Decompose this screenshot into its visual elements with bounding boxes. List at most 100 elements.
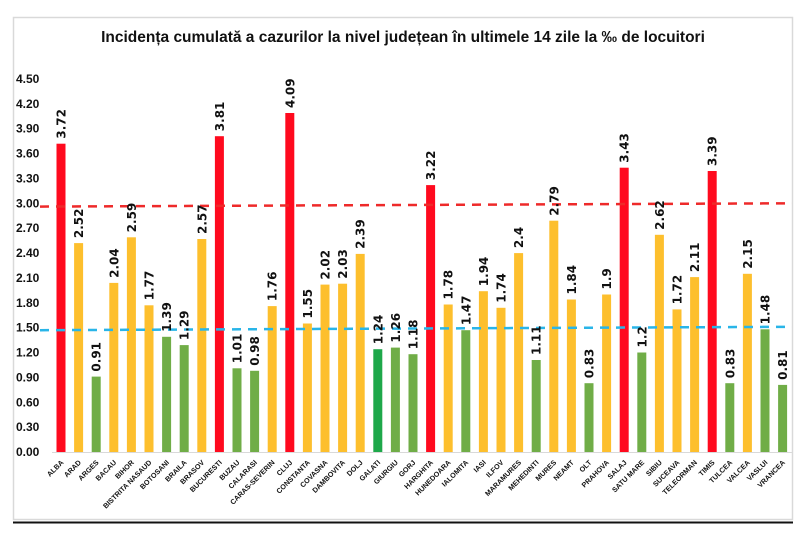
data-label: 1.94	[477, 257, 491, 287]
y-tick-label: 0.00	[16, 445, 40, 459]
data-label: 1.78	[442, 270, 456, 300]
bar-ilfov	[496, 307, 506, 452]
data-label: 0.81	[776, 350, 790, 380]
bar-arges	[91, 376, 101, 452]
y-tick-label: 3.90	[16, 122, 40, 136]
bar-bistrita-nasaud	[144, 305, 154, 452]
bar-valcea	[742, 273, 752, 452]
data-label: 0.91	[90, 342, 104, 372]
data-label: 1.26	[389, 313, 403, 343]
data-label: 1.39	[160, 302, 174, 332]
y-axis: 0.00 0.30 0.60 0.90 1.20 1.50 1.80 2.10 2.40 2.70…	[16, 72, 40, 459]
data-label: 0.83	[583, 349, 597, 379]
bar-vrancea	[778, 384, 788, 452]
data-label: 1.2	[635, 326, 649, 347]
y-tick-label: 2.40	[16, 246, 40, 260]
bar-giurgiu	[390, 347, 400, 452]
y-tick-label: 2.10	[16, 271, 40, 285]
bar-timis	[707, 171, 717, 452]
data-label: 0.83	[723, 349, 737, 379]
bar-cluj	[285, 113, 295, 452]
bar-gorj	[408, 354, 418, 452]
data-label: 3.81	[213, 102, 227, 132]
bar-dambovita	[338, 283, 348, 452]
data-label: 3.43	[618, 133, 632, 163]
data-label: 1.77	[143, 271, 157, 301]
data-label: 4.09	[283, 78, 297, 108]
y-tick-label: 0.60	[16, 395, 40, 409]
y-tick-label: 3.00	[16, 196, 40, 210]
data-label: 1.24	[371, 315, 385, 345]
data-label: 1.29	[178, 310, 192, 340]
bar-dolj	[355, 253, 365, 452]
data-label: 1.55	[301, 289, 315, 319]
data-label: 2.59	[125, 203, 139, 233]
bar-hunedoara	[443, 304, 453, 452]
y-tick-label: 0.30	[16, 420, 40, 434]
bar-vaslui	[760, 329, 770, 452]
y-tick-label: 1.50	[16, 321, 40, 335]
data-label: 2.62	[653, 200, 667, 230]
bar-salaj	[619, 167, 629, 452]
data-label: 1.9	[600, 268, 614, 289]
y-tick-label: 3.60	[16, 147, 40, 161]
bar-mures	[549, 220, 559, 452]
data-label: 2.52	[72, 209, 86, 239]
bar-bacau	[109, 282, 119, 452]
bar-suceava	[672, 309, 682, 452]
bar-neamt	[566, 299, 576, 452]
data-label: 2.02	[319, 250, 333, 280]
y-tick-label: 4.50	[16, 72, 40, 86]
data-label: 2.4	[512, 227, 526, 248]
bar-covasna	[320, 284, 330, 452]
data-label: 1.18	[407, 320, 421, 350]
data-label: 1.11	[530, 325, 544, 355]
bars	[56, 113, 788, 452]
bar-calarasi	[250, 370, 260, 452]
bar-botosani	[162, 336, 172, 452]
bar-buzau	[232, 368, 242, 452]
bar-constanta	[302, 323, 312, 452]
bar-brasov	[197, 239, 207, 452]
y-tick-label: 2.70	[16, 221, 40, 235]
bar-alba	[56, 143, 66, 452]
bar-prahova	[602, 294, 612, 452]
bar-bucuresti	[214, 136, 224, 452]
bar-satu-mare	[637, 352, 647, 452]
data-label: 1.76	[266, 272, 280, 302]
bar-bihor	[126, 237, 136, 452]
bar-arad	[74, 243, 84, 452]
data-label: 3.39	[706, 136, 720, 166]
data-label: 2.04	[107, 248, 121, 278]
y-tick-label: 4.20	[16, 97, 40, 111]
chart-title: Incidența cumulată a cazurilor la nivel …	[101, 29, 705, 46]
y-tick-label: 1.20	[16, 346, 40, 360]
data-labels: 3.72 2.52 0.91 2.04 2.59 1.771.39 1.29 2.57 3.81…	[55, 78, 791, 379]
data-label: 1.84	[565, 265, 579, 295]
data-label: 1.74	[495, 273, 509, 303]
data-label: 0.98	[248, 336, 262, 366]
data-label: 2.15	[741, 239, 755, 269]
data-label: 2.03	[336, 249, 350, 279]
bar-teleorman	[690, 277, 700, 452]
blue-threshold-line	[39, 325, 793, 332]
data-label: 2.11	[688, 242, 702, 272]
bar-tulcea	[725, 383, 735, 452]
data-label: 3.22	[424, 150, 438, 180]
bar-galati	[373, 349, 383, 452]
bar-iasi	[478, 291, 488, 452]
data-label: 2.57	[195, 204, 209, 234]
data-label: 1.72	[671, 275, 685, 305]
bar-caras-severin	[267, 306, 277, 452]
bar-sibiu	[654, 234, 664, 452]
bar-mehedinti	[531, 360, 541, 452]
y-tick-label: 3.30	[16, 171, 40, 185]
data-label: 3.72	[55, 109, 69, 139]
data-label: 2.39	[354, 219, 368, 249]
reference-lines	[39, 202, 793, 332]
data-label: 1.48	[759, 295, 773, 325]
data-label: 1.01	[231, 334, 245, 364]
bar-maramures	[514, 253, 524, 452]
y-tick-label: 1.80	[16, 296, 40, 310]
